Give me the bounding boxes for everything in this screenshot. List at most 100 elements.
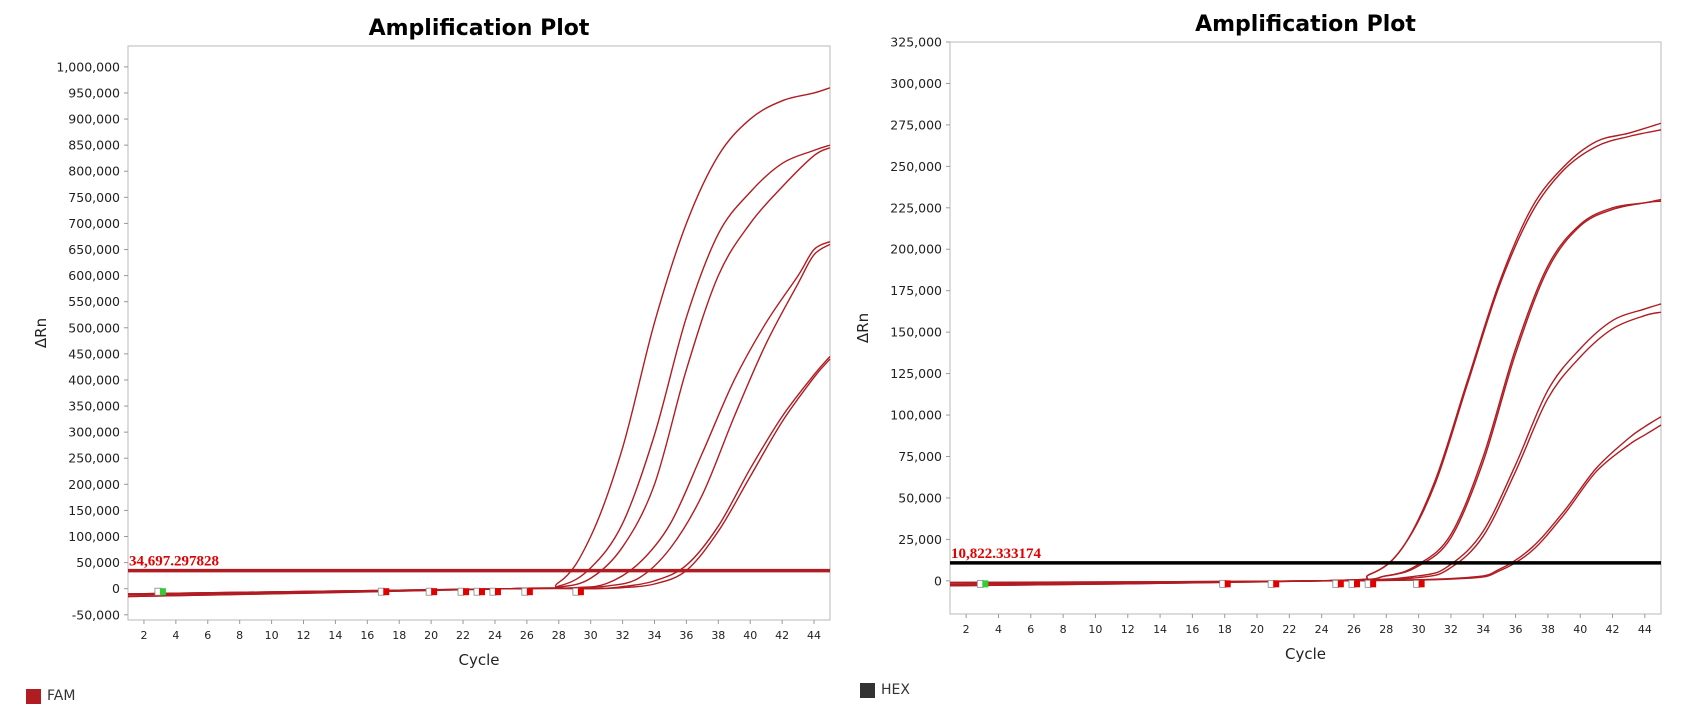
- baseline-end-marker[interactable]: [526, 588, 533, 596]
- y-tick-label: 400,000: [68, 372, 120, 387]
- x-tick-label: 4: [995, 623, 1002, 636]
- x-tick-label: 28: [552, 629, 566, 642]
- baseline-end-marker[interactable]: [1224, 580, 1231, 588]
- y-tick-label: 200,000: [68, 477, 120, 492]
- x-tick-label: 30: [1412, 623, 1426, 636]
- x-tick-label: 40: [1573, 623, 1587, 636]
- y-tick-label: 800,000: [68, 164, 120, 179]
- legend-hex: HEX: [860, 682, 910, 698]
- baseline-end-marker[interactable]: [494, 588, 501, 596]
- x-tick-label: 42: [1606, 623, 1620, 636]
- x-tick-label: 38: [711, 629, 725, 642]
- amplification-chart-fam: Amplification Plot -50,000 0 50,000 100,000 1…: [32, 16, 831, 669]
- x-tick-label: 40: [743, 629, 757, 642]
- plot-area: [127, 45, 831, 621]
- x-tick-label: 22: [456, 629, 470, 642]
- baseline-end-marker[interactable]: [383, 588, 390, 596]
- y-tick-label: 500,000: [68, 320, 120, 335]
- y-tick-label: 450,000: [68, 346, 120, 361]
- x-tick-label: 4: [172, 629, 179, 642]
- baseline-end-marker[interactable]: [982, 580, 989, 588]
- legend-label-hex: HEX: [881, 682, 910, 698]
- plot-area: [949, 41, 1662, 615]
- x-tick-label: 20: [1250, 623, 1264, 636]
- amplification-curve: [127, 358, 831, 595]
- baseline-end-marker[interactable]: [1353, 580, 1360, 588]
- x-tick-label: 18: [1218, 623, 1232, 636]
- baseline-end-marker[interactable]: [463, 588, 470, 596]
- x-tick-label: 20: [424, 629, 438, 642]
- y-tick-label: 1,000,000: [56, 59, 120, 74]
- x-tick-label: 26: [520, 629, 534, 642]
- x-tick-label: 44: [1638, 623, 1652, 636]
- x-tick-label: 6: [204, 629, 211, 642]
- y-tick-label: 175,000: [890, 283, 942, 298]
- y-axis-label: ΔRn: [854, 313, 872, 343]
- x-tick-label: 44: [807, 629, 821, 642]
- baseline-end-marker[interactable]: [1273, 580, 1280, 588]
- y-tick-label: 350,000: [68, 399, 120, 414]
- baseline-end-marker[interactable]: [1337, 580, 1344, 588]
- y-tick-label: 750,000: [68, 190, 120, 205]
- legend-fam: FAM: [26, 688, 75, 704]
- chart-title: Amplification Plot: [369, 16, 590, 41]
- y-tick-label: 300,000: [68, 425, 120, 440]
- x-tick-label: 2: [140, 629, 147, 642]
- legend-swatch-fam: [26, 688, 41, 704]
- y-tick-label: 50,000: [898, 490, 942, 505]
- threshold-label: 10,822.333174: [951, 546, 1042, 562]
- x-tick-label: 36: [679, 629, 693, 642]
- legend-swatch-hex: [860, 682, 875, 698]
- baseline-end-marker[interactable]: [479, 588, 485, 596]
- y-tick-label: 50,000: [76, 555, 120, 570]
- x-axis-label: Cycle: [1285, 645, 1326, 663]
- chart-title: Amplification Plot: [1195, 12, 1416, 37]
- x-tick-label: 14: [328, 629, 342, 642]
- x-tick-label: 30: [584, 629, 598, 642]
- y-tick-label: 250,000: [68, 451, 120, 466]
- x-tick-label: 8: [1060, 623, 1067, 636]
- y-tick-label: 700,000: [68, 216, 120, 231]
- x-tick-label: 24: [488, 629, 502, 642]
- y-tick-label: 150,000: [890, 325, 942, 340]
- x-tick-label: 28: [1379, 623, 1393, 636]
- y-tick-label: 0: [112, 581, 120, 596]
- y-tick-label: 600,000: [68, 268, 120, 283]
- y-tick-label: 950,000: [68, 85, 120, 100]
- x-tick-label: 12: [1121, 623, 1135, 636]
- y-tick-label: 250,000: [890, 159, 942, 174]
- y-tick-label: 900,000: [68, 112, 120, 127]
- y-tick-label: 25,000: [898, 532, 942, 547]
- y-tick-label: 550,000: [68, 294, 120, 309]
- baseline-end-marker[interactable]: [431, 588, 438, 596]
- y-tick-label: 275,000: [890, 117, 942, 132]
- x-tick-label: 6: [1027, 623, 1034, 636]
- x-tick-label: 10: [265, 629, 279, 642]
- y-tick-label: 325,000: [890, 35, 942, 50]
- x-tick-label: 2: [963, 623, 970, 636]
- y-tick-label: 0: [934, 573, 942, 588]
- y-tick-label: 125,000: [890, 366, 942, 381]
- y-tick-label: 75,000: [898, 449, 942, 464]
- x-tick-label: 32: [1444, 623, 1458, 636]
- baseline-end-marker[interactable]: [1418, 580, 1425, 588]
- x-tick-label: 16: [1185, 623, 1199, 636]
- y-tick-label: 300,000: [890, 76, 942, 91]
- baseline-end-marker[interactable]: [159, 588, 166, 596]
- x-tick-label: 8: [236, 629, 243, 642]
- x-tick-label: 34: [1476, 623, 1490, 636]
- y-tick-label: 200,000: [890, 242, 942, 257]
- x-tick-label: 42: [775, 629, 789, 642]
- x-tick-label: 26: [1347, 623, 1361, 636]
- x-tick-label: 18: [392, 629, 406, 642]
- threshold-label: 34,697.297828: [129, 554, 219, 570]
- y-tick-label: 100,000: [890, 408, 942, 423]
- x-tick-label: 34: [648, 629, 662, 642]
- baseline-end-marker[interactable]: [1370, 580, 1377, 588]
- y-tick-label: 850,000: [68, 138, 120, 153]
- baseline-end-marker[interactable]: [577, 588, 584, 596]
- x-tick-label: 14: [1153, 623, 1167, 636]
- y-tick-label: 100,000: [68, 529, 120, 544]
- x-axis-label: Cycle: [459, 651, 500, 669]
- x-tick-label: 38: [1541, 623, 1555, 636]
